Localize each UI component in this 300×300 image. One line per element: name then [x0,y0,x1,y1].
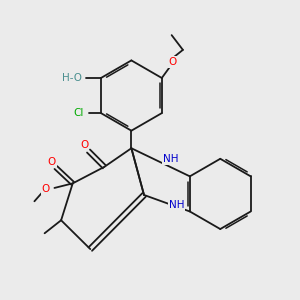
Text: Cl: Cl [73,108,83,118]
Text: O: O [80,140,88,150]
Text: H-O: H-O [62,73,82,83]
Text: O: O [168,57,176,67]
Text: O: O [47,157,56,166]
Text: NH: NH [163,154,178,164]
Text: O: O [41,184,50,194]
Text: NH: NH [169,200,184,210]
